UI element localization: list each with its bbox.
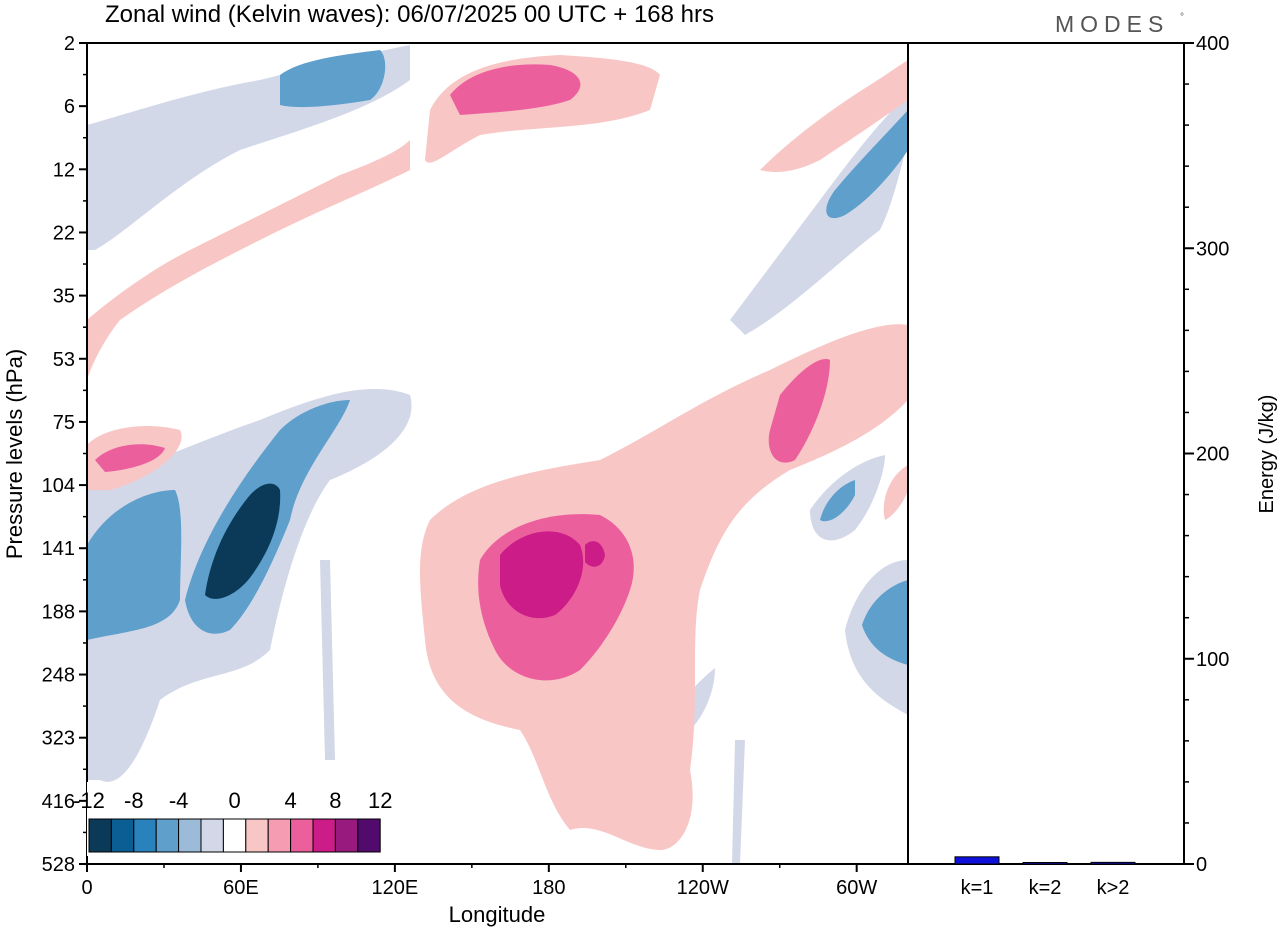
negative-anomaly-envelope-east	[730, 95, 908, 335]
y-tick-label: 416	[42, 791, 75, 813]
energy-tick-label: 300	[1196, 238, 1229, 260]
colorbar-swatch	[200, 818, 224, 853]
colorbar-swatch	[178, 818, 202, 853]
positive-anomaly-extreme-patch	[585, 541, 605, 567]
y-tick-label: 323	[42, 728, 75, 750]
positive-anomaly-patch-far-east	[883, 465, 908, 520]
negative-anomaly-core-west	[87, 490, 182, 640]
negative-anomaly-core-east	[826, 110, 908, 219]
colorbar-swatch	[334, 818, 359, 853]
negative-anomaly-strand-2	[732, 740, 745, 864]
positive-anomaly-core-west	[95, 444, 165, 472]
colorbar-swatch	[133, 818, 157, 853]
colorbar-swatch	[267, 818, 292, 853]
positive-anomaly-extreme	[500, 531, 584, 619]
energy-bar	[954, 856, 1000, 865]
positive-anomaly-core-upper	[450, 64, 581, 115]
colorbar-swatch	[312, 818, 336, 853]
colorbar-label: -12	[73, 788, 105, 813]
positive-anomaly-core-east	[768, 359, 830, 463]
energy-bar-chart: 0 100 200 300 400 k=1 k=2 k>2	[954, 33, 1229, 899]
colorbar-label: 4	[284, 788, 296, 813]
y-tick-label: 528	[42, 854, 75, 876]
x-tick-label: 60E	[223, 877, 259, 899]
negative-anomaly-core-east-lower	[862, 580, 908, 665]
y-tick-label: 188	[42, 601, 75, 623]
colorbar-label: 12	[368, 788, 392, 813]
energy-category-label: k=2	[1029, 877, 1062, 899]
colorbar-label: 0	[228, 788, 240, 813]
negative-anomaly-core-upper	[280, 50, 386, 108]
energy-axis-label: Energy (J/kg)	[1256, 395, 1278, 514]
energy-tick-label: 200	[1196, 444, 1229, 466]
y-tick-label: 12	[53, 159, 75, 181]
colorbar-label: -4	[169, 788, 189, 813]
chart-title: Zonal wind (Kelvin waves): 06/07/2025 00…	[105, 1, 714, 28]
energy-bar	[1022, 862, 1068, 865]
negative-anomaly-core-east-patch	[820, 480, 855, 522]
modes-logo-text: MODES	[1055, 11, 1169, 37]
colorbar-label: -8	[124, 788, 144, 813]
energy-tick-label: 0	[1196, 854, 1207, 876]
energy-bar	[1090, 861, 1136, 865]
positive-anomaly-band-upper-right	[760, 60, 908, 172]
modes-logo: MODES °	[1055, 11, 1184, 37]
y-axis-label: Pressure levels (hPa)	[2, 349, 27, 559]
colorbar-swatch	[88, 818, 112, 853]
x-tick-label: 120E	[372, 877, 419, 899]
energy-tick-label: 400	[1196, 33, 1229, 55]
y-axis-ticks: 2 6 12 22 35 53 75 104 141 188 248 323 416 528	[42, 33, 87, 876]
colorbar-swatch	[110, 818, 135, 853]
colorbar-swatch	[245, 818, 269, 853]
x-tick-label: 60W	[836, 877, 877, 899]
y-tick-label: 2	[64, 33, 75, 55]
y-tick-label: 104	[42, 475, 75, 497]
colorbar-swatch	[222, 818, 247, 853]
energy-tick-label: 100	[1196, 649, 1229, 671]
x-tick-label: 120W	[677, 877, 729, 899]
y-tick-label: 35	[53, 286, 75, 308]
colorbar-label: 8	[329, 788, 341, 813]
x-axis-ticks: 0 60E 120E 180 120W 60W	[81, 864, 877, 899]
negative-anomaly-strand-1	[320, 560, 335, 760]
y-tick-label: 248	[42, 665, 75, 687]
x-axis-label: Longitude	[449, 902, 546, 927]
y-tick-label: 53	[53, 349, 75, 371]
energy-category-label: k=1	[961, 877, 994, 899]
y-tick-label: 22	[53, 222, 75, 244]
energy-category-label: k>2	[1097, 877, 1130, 899]
y-tick-label: 6	[64, 96, 75, 118]
y-tick-label: 75	[53, 412, 75, 434]
modes-logo-mark: °	[1180, 12, 1184, 23]
contour-field	[87, 45, 908, 864]
colorbar-legend: -12 -8 -4 0 4 8 12	[73, 782, 392, 856]
colorbar-swatch	[155, 818, 180, 853]
positive-anomaly-band-upper-left	[87, 140, 410, 380]
y-tick-label: 141	[42, 538, 75, 560]
x-tick-label: 0	[81, 877, 92, 899]
negative-anomaly-extreme	[205, 483, 281, 599]
colorbar-swatch	[357, 818, 381, 853]
colorbar-swatch	[290, 818, 314, 853]
x-tick-label: 180	[532, 877, 565, 899]
